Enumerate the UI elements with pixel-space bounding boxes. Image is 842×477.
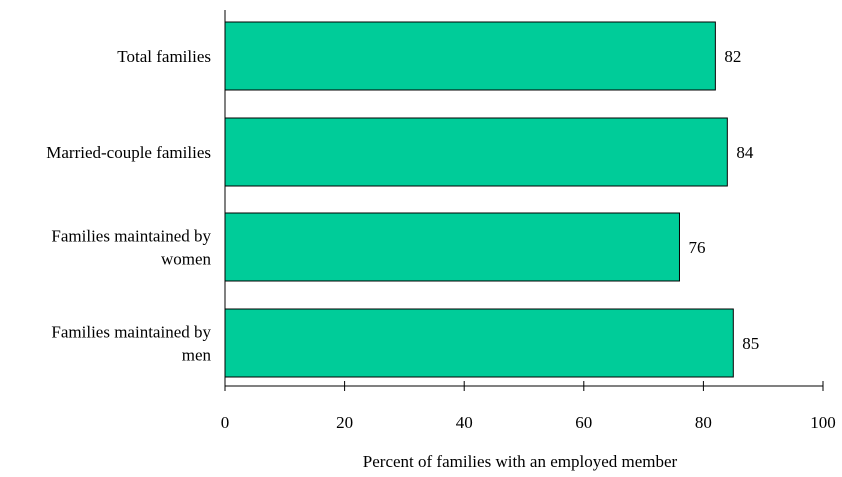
bars-layer: 82 84 76 85 — [224, 21, 759, 378]
x-ticks-layer: 0 20 40 60 80 100 — [221, 381, 836, 432]
bar-3 — [224, 308, 734, 378]
x-tick-label-5: 100 — [810, 413, 836, 432]
x-axis-title: Percent of families with an employed mem… — [363, 452, 678, 471]
data-label-3: 85 — [742, 334, 759, 353]
category-label-2-line-0: Families maintained by — [51, 227, 211, 246]
data-label-1: 84 — [736, 143, 754, 162]
x-tick-label-3: 60 — [575, 413, 592, 432]
bar-2 — [224, 212, 680, 282]
x-tick-label-1: 20 — [336, 413, 353, 432]
x-tick-label-0: 0 — [221, 413, 230, 432]
category-label-3-line-0: Families maintained by — [51, 323, 211, 342]
x-tick-label-4: 80 — [695, 413, 712, 432]
category-label-2-line-1: women — [161, 250, 212, 269]
data-label-0: 82 — [724, 47, 741, 66]
bar-1 — [224, 117, 728, 187]
x-tick-label-2: 40 — [456, 413, 473, 432]
data-label-2: 76 — [688, 238, 705, 257]
category-label-1-line-0: Married-couple families — [46, 143, 211, 162]
axes-layer — [224, 10, 823, 387]
category-label-3-line-1: men — [182, 346, 212, 365]
category-label-0-line-0: Total families — [117, 47, 211, 66]
category-labels-layer: Total families Married-couple families Fam… — [46, 47, 211, 365]
bar-0 — [224, 21, 716, 91]
